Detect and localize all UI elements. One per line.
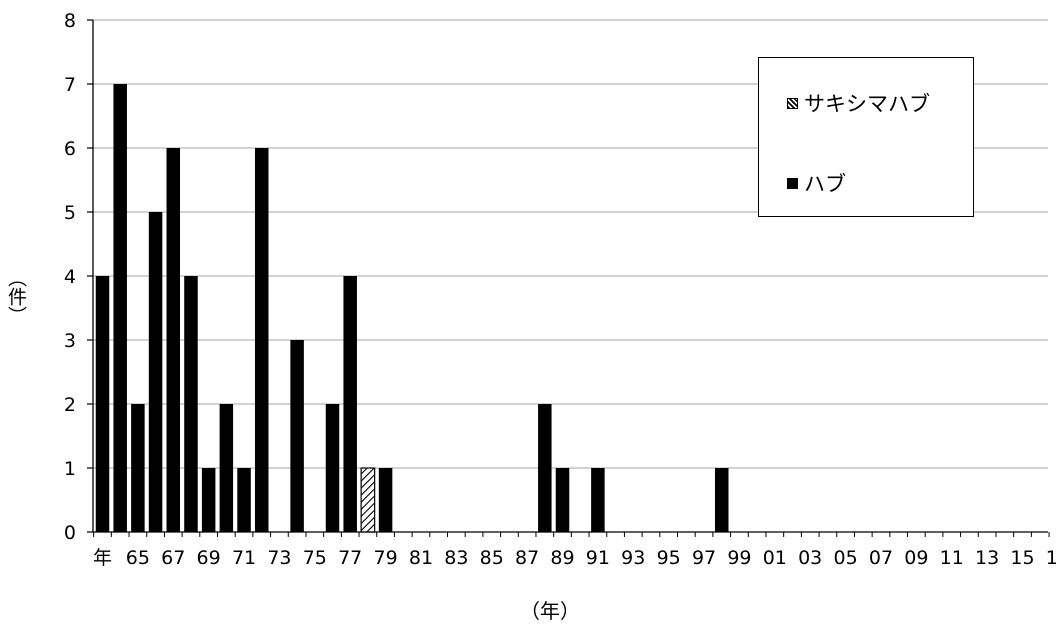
x-tick-labels: 年 65 67 69 71 73 75 77 79 81 83 85 87 89 91 93 95 97 99 01 0… [93, 547, 1056, 569]
y-tick-label: 1 [64, 458, 76, 480]
x-tick-label: 65 [126, 547, 150, 569]
bar-habu-92 [591, 468, 605, 532]
x-tick-label: 93 [621, 547, 645, 569]
x-tick-label: 年 [93, 547, 112, 569]
axes [87, 19, 1050, 537]
y-tick-label: 4 [64, 266, 76, 288]
x-tick-label: 77 [338, 547, 362, 569]
y-tick-label: 6 [64, 138, 76, 160]
x-tick-label: 05 [833, 547, 857, 569]
y-tick-label: 3 [64, 330, 76, 352]
bar-habu-75 [290, 340, 304, 532]
gridlines [93, 19, 1048, 469]
bar-habu-90 [555, 468, 570, 532]
bar-habu-72 [237, 468, 251, 532]
legend-item-sakishima-habu: サキシマハブ [787, 88, 930, 118]
bar-habu-89 [538, 404, 552, 532]
x-tick-label: 67 [161, 547, 185, 569]
y-tick-label: 5 [64, 202, 76, 224]
x-tick-label: 99 [727, 547, 751, 569]
bar-habu-68 [166, 148, 181, 532]
bars [95, 84, 729, 533]
bar-habu-65 [113, 84, 127, 532]
bar-habu-77 [325, 404, 340, 532]
x-tick-label: 69 [197, 547, 221, 569]
bar-habu-70 [201, 468, 216, 532]
y-tick-label: 0 [64, 522, 76, 544]
x-tick-label: 17 [1046, 547, 1056, 569]
hatch-swatch-icon [787, 97, 798, 109]
solid-swatch-icon [787, 177, 798, 189]
x-tick-label: 73 [267, 547, 291, 569]
x-tick-label: 11 [940, 547, 964, 569]
bar-habu-67 [148, 212, 163, 532]
x-tick-label: 15 [1010, 547, 1034, 569]
bar-habu-69 [184, 276, 198, 532]
x-tick-label: 75 [303, 547, 327, 569]
bar-habu-73 [254, 148, 269, 532]
y-tick-label: 7 [64, 74, 76, 96]
legend: サキシマハブ ハブ [758, 57, 974, 217]
x-tick-label: 89 [550, 547, 574, 569]
legend-label-sakishima-habu: サキシマハブ [804, 92, 930, 116]
x-tick-label: 13 [975, 547, 999, 569]
y-axis-label: （件） [5, 268, 27, 325]
x-tick-label: 09 [904, 547, 928, 569]
x-tick-label: 07 [869, 547, 893, 569]
bar-habu-64 [95, 276, 110, 532]
x-tick-label: 01 [763, 547, 787, 569]
bar-habu-71 [219, 404, 234, 532]
x-tick-label: 79 [373, 547, 397, 569]
x-tick-label: 87 [515, 547, 539, 569]
x-tick-label: 97 [692, 547, 716, 569]
x-tick-label: 95 [657, 547, 681, 569]
y-tick-label: 8 [64, 10, 76, 32]
bar-habu-80 [378, 468, 393, 532]
legend-item-habu: ハブ [787, 168, 846, 198]
bar-sakishima-habu-79 [360, 467, 376, 533]
bar-habu-66 [131, 404, 145, 532]
x-tick-label: 03 [798, 547, 822, 569]
bar-habu-99 [714, 468, 729, 532]
y-tick-label: 2 [64, 394, 76, 416]
bar-habu-78 [343, 276, 357, 532]
x-axis-label: （年） [520, 599, 580, 623]
y-tick-labels: 0 1 2 3 4 5 6 7 8 [64, 10, 76, 544]
x-tick-label: 81 [409, 547, 433, 569]
x-tick-label: 83 [444, 547, 468, 569]
x-tick-label: 85 [480, 547, 504, 569]
x-tick-label: 91 [586, 547, 610, 569]
legend-label-habu: ハブ [804, 172, 846, 196]
x-tick-label: 71 [232, 547, 256, 569]
